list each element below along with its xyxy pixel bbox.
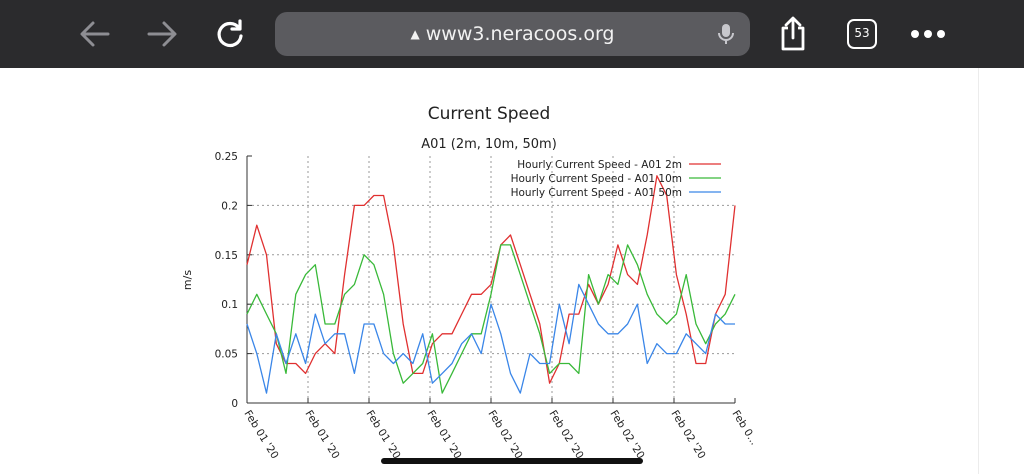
lock-icon: ▲ [410,27,420,41]
x-tick-label: Feb 02 '20 [668,408,707,461]
reload-icon [217,19,243,48]
x-tick-label: Feb 02 '20 [546,408,585,461]
series-lines [246,175,736,394]
share-icon [781,16,805,51]
browser-toolbar: ▲ www3.neracoos.org 53 [0,0,1024,68]
y-tick-label: 0.2 [221,200,238,212]
chart-subtitle: A01 (2m, 10m, 50m) [421,137,557,152]
x-tick-label: Feb 01 '20 [302,408,341,461]
microphone-icon[interactable] [714,22,738,46]
x-tick-label: Feb 02 '20 [485,408,524,461]
web-page [0,68,978,474]
more-dots-icon[interactable] [908,26,948,42]
legend: Hourly Current Speed - A01 2m Hourly Curr… [511,159,721,199]
y-tick-label: 0 [231,398,238,410]
reload-button[interactable] [212,16,248,52]
grid-lines [247,156,735,403]
home-indicator [381,458,643,464]
y-tick-label: 0.05 [215,349,238,361]
y-tick-label: 0.15 [215,250,238,262]
series-line-1 [246,175,736,384]
page-edge [978,68,1024,474]
back-button[interactable] [77,16,113,52]
x-tick-label: Feb 01 '20 [241,408,280,461]
x-tick-label: Feb 0... [729,408,760,447]
arrow-left-icon [80,21,110,47]
current-speed-chart: Current Speed A01 (2m, 10m, 50m) m/s 0 0.… [181,104,760,461]
forward-button[interactable] [144,16,180,52]
tabs-button[interactable]: 53 [847,19,877,49]
x-tick-label: Feb 02 '20 [607,408,646,461]
url-text: www3.neracoos.org [425,23,615,45]
url-display[interactable]: ▲ www3.neracoos.org [275,12,750,56]
x-tick-label: Feb 01 '20 [424,408,463,461]
series-line-3 [246,283,735,394]
arrow-right-icon [147,21,177,47]
y-axis-label: m/s [181,270,194,290]
address-bar[interactable]: ▲ www3.neracoos.org [275,12,750,56]
x-tick-label: Feb 01 '20 [363,408,402,461]
series-line-2 [246,244,736,394]
legend-label-3: Hourly Current Speed - A01 50m [511,187,682,199]
chart-title: Current Speed [428,104,551,124]
legend-label-1: Hourly Current Speed - A01 2m [517,159,682,171]
share-button[interactable] [775,16,811,52]
y-tick-label: 0.1 [221,299,238,311]
y-tick-label: 0.25 [215,151,238,163]
legend-label-2: Hourly Current Speed - A01 10m [511,173,682,185]
